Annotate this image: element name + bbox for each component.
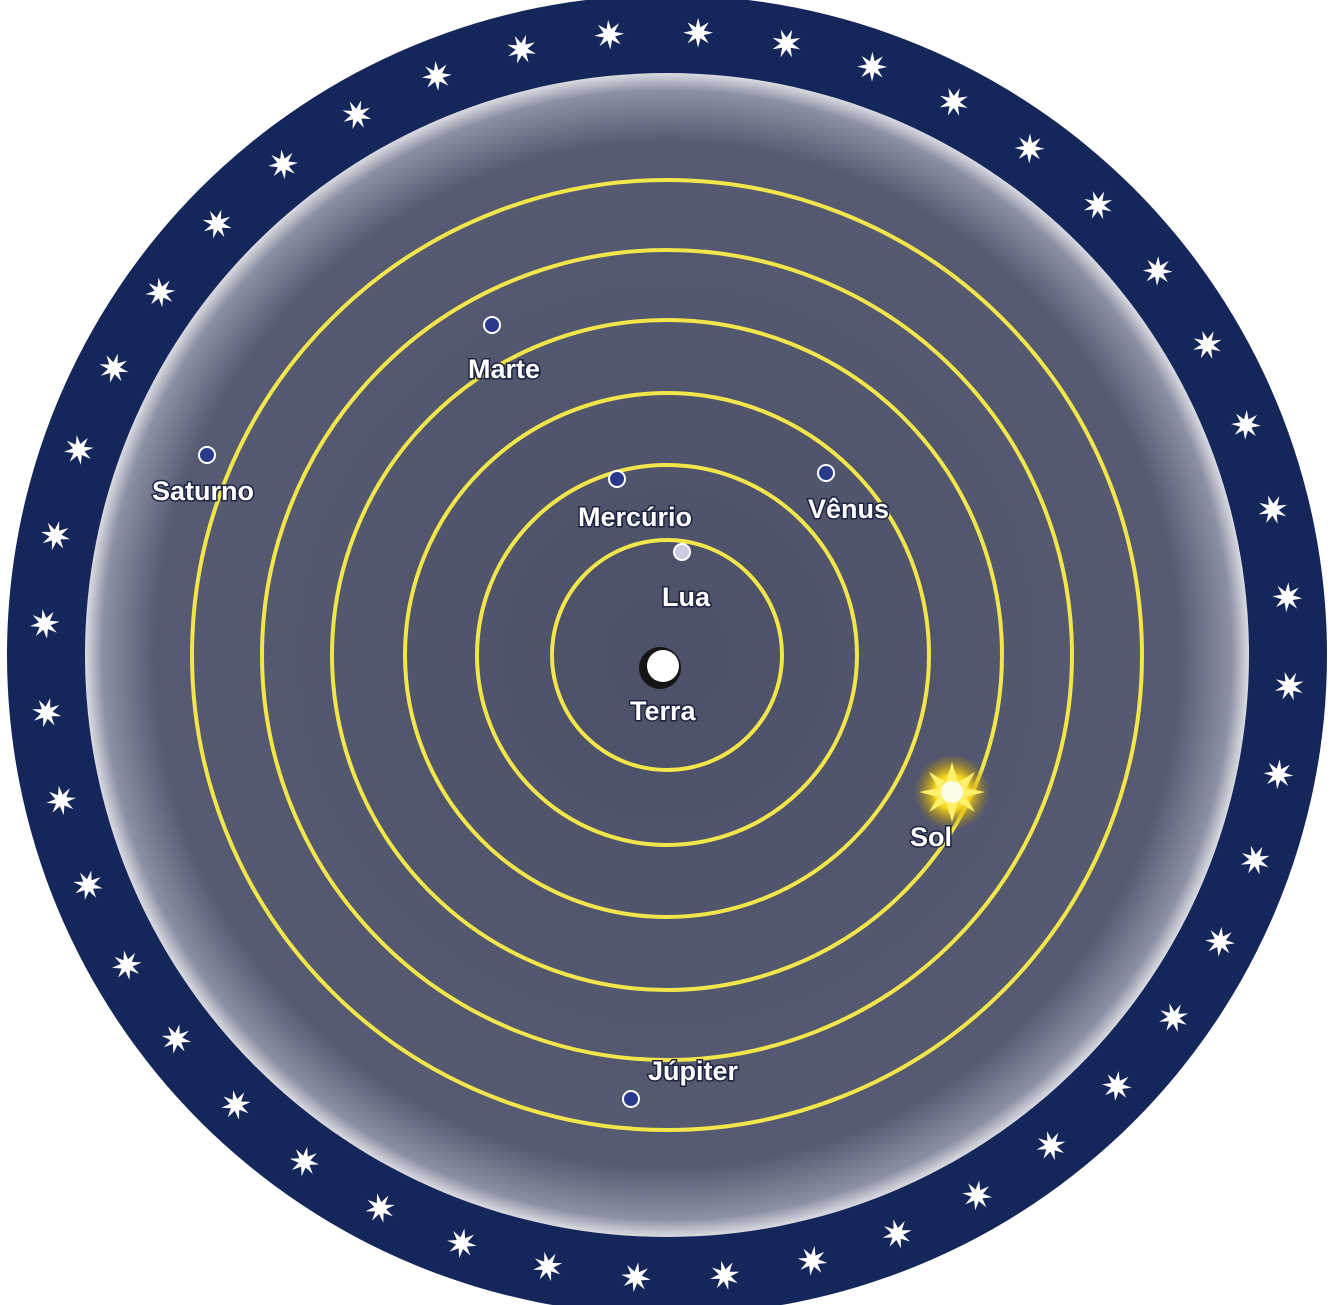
sun xyxy=(914,754,990,830)
label-venus: Vênus xyxy=(808,494,889,524)
label-mercurio: Mercúrio xyxy=(578,502,692,532)
planet-dot-mercurio xyxy=(608,470,626,488)
planet-jupiter xyxy=(622,1090,640,1108)
star-icon-7 xyxy=(1142,256,1173,286)
star-icon-39 xyxy=(202,209,232,239)
planet-dot-jupiter xyxy=(622,1090,640,1108)
star-icon-20 xyxy=(882,1219,912,1249)
star-icon-28 xyxy=(221,1090,251,1120)
label-lua: Lua xyxy=(662,582,711,612)
star-icon-13 xyxy=(1263,759,1294,790)
star-icon-33 xyxy=(32,698,62,728)
label-saturno: Saturno xyxy=(152,476,254,506)
star-icon-25 xyxy=(447,1228,477,1258)
star-icon-18 xyxy=(1036,1131,1066,1161)
star-icon-43 xyxy=(507,34,536,64)
label-sol: Sol xyxy=(910,822,952,852)
star-icon-10 xyxy=(1258,495,1287,524)
orbit-ring-5 xyxy=(260,248,1074,1062)
star-icon-29 xyxy=(161,1024,192,1054)
star-icon-5 xyxy=(1014,133,1045,164)
planet-dot-venus xyxy=(817,464,835,482)
planet-dot-saturno xyxy=(198,446,216,464)
star-icon-15 xyxy=(1205,926,1235,957)
label-marte: Marte xyxy=(468,354,540,384)
planet-saturno xyxy=(198,446,216,464)
star-icon-41 xyxy=(342,100,372,130)
label-jupiter: Júpiter xyxy=(648,1056,739,1086)
star-icon-26 xyxy=(365,1193,395,1223)
star-icon-14 xyxy=(1240,845,1270,875)
star-icon-17 xyxy=(1102,1071,1132,1101)
star-icon-35 xyxy=(41,521,71,551)
orbits xyxy=(190,178,1144,1132)
star-icon-30 xyxy=(112,950,142,980)
star-icon-6 xyxy=(1083,191,1113,220)
star-icon-36 xyxy=(63,435,94,465)
earth-globe xyxy=(647,650,679,682)
orbit-ring-1 xyxy=(550,538,784,772)
orbit-ring-3 xyxy=(403,391,931,919)
orbit-ring-4 xyxy=(330,318,1004,992)
star-icon-16 xyxy=(1159,1003,1188,1032)
planet-lua xyxy=(673,543,691,561)
star-icon-4 xyxy=(939,88,968,116)
planet-dot-marte xyxy=(483,316,501,334)
planet-marte xyxy=(483,316,501,334)
star-icon-8 xyxy=(1193,330,1222,359)
orbit-ring-6 xyxy=(190,178,1144,1132)
star-icon-1 xyxy=(683,17,714,48)
planet-mercurio xyxy=(608,470,626,488)
star-icon-44 xyxy=(594,19,625,50)
label-terra: Terra xyxy=(630,696,697,726)
star-icon-19 xyxy=(962,1180,993,1211)
star-icon-31 xyxy=(73,870,103,900)
star-icon-37 xyxy=(99,353,129,383)
star-icon-40 xyxy=(268,149,298,180)
star-icon-32 xyxy=(46,785,76,816)
star-icon-11 xyxy=(1272,582,1303,613)
planet-venus xyxy=(817,464,835,482)
star-icon-2 xyxy=(772,29,801,58)
star-icon-9 xyxy=(1231,409,1261,440)
star-icon-27 xyxy=(289,1146,320,1177)
body-labels: Terra Lua Mercúrio Vênus Sol Marte Júpit… xyxy=(151,353,954,1088)
star-icon-42 xyxy=(421,61,452,91)
star-icon-12 xyxy=(1274,671,1304,701)
star-icon-3 xyxy=(857,51,888,82)
planet-dot-lua xyxy=(673,543,691,561)
sun-core xyxy=(941,781,963,803)
fixed-stars xyxy=(30,17,1304,1292)
star-icon-22 xyxy=(710,1260,740,1290)
planets xyxy=(198,316,835,1108)
star-icon-34 xyxy=(30,609,60,639)
star-icon-23 xyxy=(621,1262,651,1292)
star-icon-21 xyxy=(797,1245,828,1276)
earth xyxy=(639,647,681,689)
star-icon-38 xyxy=(145,277,176,308)
star-icon-24 xyxy=(533,1251,563,1282)
orbit-ring-2 xyxy=(475,463,859,847)
